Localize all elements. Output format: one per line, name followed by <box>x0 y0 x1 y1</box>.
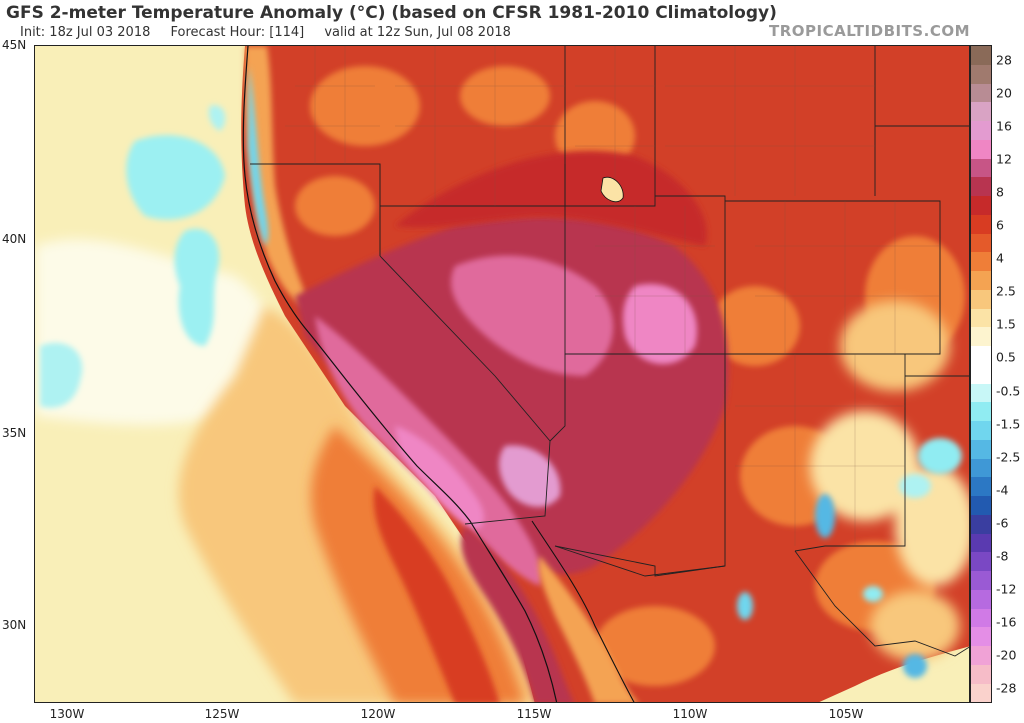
colorbar-segment <box>971 177 991 196</box>
great-salt-lake <box>600 176 624 203</box>
lon-label-105w: 105W <box>828 707 864 721</box>
colorbar-segment <box>971 608 991 628</box>
colorbar-segment <box>971 421 991 440</box>
colorbar-segment <box>971 477 991 496</box>
colorbar-label: -28 <box>996 680 1017 696</box>
colorbar-segment <box>971 533 991 553</box>
colorbar-segment <box>971 102 991 121</box>
colorbar-segment <box>971 458 991 478</box>
colorbar-label: 4 <box>996 250 1004 266</box>
lat-label-40n: 40N <box>2 232 27 246</box>
colorbar-segment <box>971 139 991 159</box>
colorbar-label: 20 <box>996 85 1012 101</box>
colorbar-label: -12 <box>996 581 1017 597</box>
colorbar-segment <box>971 308 991 328</box>
colorbar-label: -20 <box>996 647 1017 663</box>
colorbar-segment <box>971 346 991 365</box>
colorbar-segment <box>971 121 991 140</box>
colorbar-label: -1.5 <box>996 416 1021 432</box>
county-lines <box>285 46 940 546</box>
colorbar-segment <box>971 158 991 178</box>
map-canvas <box>35 46 969 702</box>
colorbar-segment <box>971 664 991 684</box>
colorbar-segment <box>971 46 991 65</box>
colorbar-label: 0.5 <box>996 349 1016 365</box>
forecast-hour: Forecast Hour: [114] <box>170 25 305 40</box>
colorbar-label: -2.5 <box>996 449 1021 465</box>
colorbar-segment <box>971 214 991 234</box>
lon-label-125w: 125W <box>204 707 240 721</box>
lon-label-130w: 130W <box>49 707 85 721</box>
colorbar-segment <box>971 589 991 609</box>
colorbar-label: -16 <box>996 614 1017 630</box>
colorbar-label: 6 <box>996 217 1004 233</box>
colorbar-label: -8 <box>996 548 1009 564</box>
colorbar-segment <box>971 196 991 215</box>
colorbar-segment <box>971 327 991 346</box>
lon-label-115w: 115W <box>516 707 552 721</box>
colorbar-segment <box>971 83 991 103</box>
colorbar-segment <box>971 383 991 403</box>
colorbar-label: 16 <box>996 118 1012 134</box>
colorbar-segment <box>971 514 991 534</box>
init-time: Init: 18z Jul 03 2018 <box>20 25 151 40</box>
colorbar-segment <box>971 252 991 271</box>
colorbar-label: 1.5 <box>996 316 1016 332</box>
colorbar-label: 12 <box>996 151 1012 167</box>
land-cool-patches <box>737 438 962 678</box>
colorbar-segment <box>971 64 991 84</box>
lat-label-45n: 45N <box>2 38 27 52</box>
colorbar-label: -4 <box>996 482 1009 498</box>
baja-peninsula <box>461 526 574 702</box>
ocean-cool-anomaly <box>40 105 226 408</box>
colorbar-segment <box>971 496 991 515</box>
colorbar-label: 2.5 <box>996 283 1016 299</box>
colorbar-segment <box>971 233 991 253</box>
state-boundaries <box>250 46 969 657</box>
colorbar-segment <box>971 289 991 309</box>
colorbar-segment <box>971 439 991 459</box>
colorbar-segment <box>971 627 991 646</box>
colorbar-segment <box>971 683 991 703</box>
colorbar-label: -6 <box>996 515 1009 531</box>
ocean-neutral-zone <box>35 239 275 425</box>
coastal-cool-strip <box>248 66 269 246</box>
map-subtitle: Init: 18z Jul 03 2018 Forecast Hour: [11… <box>20 25 527 40</box>
lon-label-110w: 110W <box>672 707 708 721</box>
brand-watermark: TROPICALTIDBITS.COM <box>769 22 970 40</box>
colorbar-segment <box>971 552 991 571</box>
lat-label-30n: 30N <box>2 618 27 632</box>
map-title: GFS 2-meter Temperature Anomaly (°C) (ba… <box>6 3 777 23</box>
colorbar-segment <box>971 646 991 665</box>
coastal-strip <box>245 46 313 311</box>
lon-label-120w: 120W <box>360 707 396 721</box>
valid-time: valid at 12z Sun, Jul 08 2018 <box>324 25 511 40</box>
colorbar-label: 8 <box>996 184 1004 200</box>
colorbar <box>970 45 992 703</box>
colorbar-segment <box>971 364 991 384</box>
colorbar-segment <box>971 271 991 290</box>
land-extreme-anomaly <box>315 255 697 586</box>
gulf-of-california <box>538 556 638 702</box>
colorbar-segment <box>971 571 991 590</box>
colorbar-segment <box>971 402 991 421</box>
ocean-hot-band <box>373 486 500 702</box>
gulf-coastline <box>531 520 635 702</box>
colorbar-label: -0.5 <box>996 383 1021 399</box>
anomaly-map <box>34 45 970 703</box>
colorbar-label: 28 <box>996 52 1012 68</box>
lat-label-35n: 35N <box>2 426 27 440</box>
pacific-coastline <box>242 46 558 702</box>
land-hot-north <box>395 150 707 246</box>
